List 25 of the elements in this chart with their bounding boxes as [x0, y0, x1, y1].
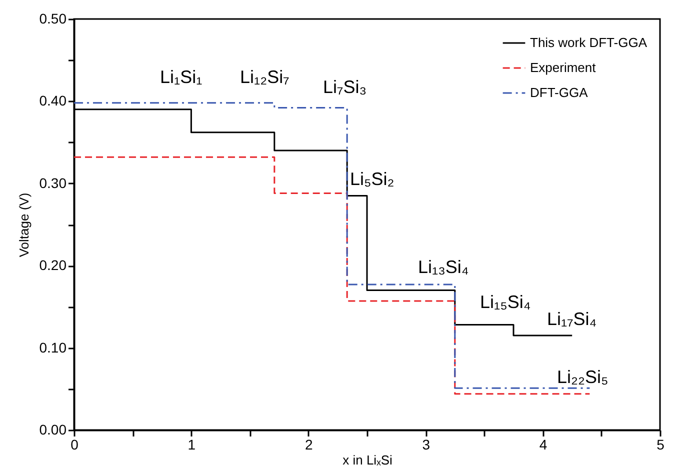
annotation: Li₁₂Si₇ [240, 67, 290, 87]
x-tick-label: 3 [422, 436, 430, 452]
y-tick-label: 0.20 [39, 257, 67, 274]
annotation: Li₇Si₃ [323, 77, 367, 97]
y-axis-title: Voltage (V) [16, 192, 32, 258]
y-tick-label: 0.50 [39, 10, 67, 26]
x-tick-label: 2 [305, 436, 313, 452]
x-tick-label: 1 [188, 436, 196, 452]
x-axis-title: x in LiₓSi [342, 452, 392, 468]
annotation: Li₅Si₂ [350, 169, 394, 189]
x-tick-label: 0 [70, 436, 79, 452]
y-tick-label: 0.00 [39, 422, 67, 438]
x-tick-label: 5 [656, 436, 665, 452]
annotation: Li₁₇Si₄ [547, 309, 597, 329]
annotation: Li₂₂Si₅ [557, 367, 608, 387]
annotation: Li₁₃Si₄ [418, 257, 469, 277]
y-tick-label: 0.30 [39, 174, 67, 191]
y-tick-label: 0.10 [39, 339, 67, 356]
legend-label: DFT-GGA [530, 85, 588, 100]
legend-label: This work DFT-GGA [530, 35, 648, 50]
legend-label: Experiment [530, 60, 596, 75]
x-tick-label: 4 [539, 436, 548, 452]
y-tick-label: 0.40 [39, 92, 67, 109]
annotation: Li₁Si₁ [160, 67, 202, 87]
annotation: Li₁₅Si₄ [480, 292, 531, 312]
